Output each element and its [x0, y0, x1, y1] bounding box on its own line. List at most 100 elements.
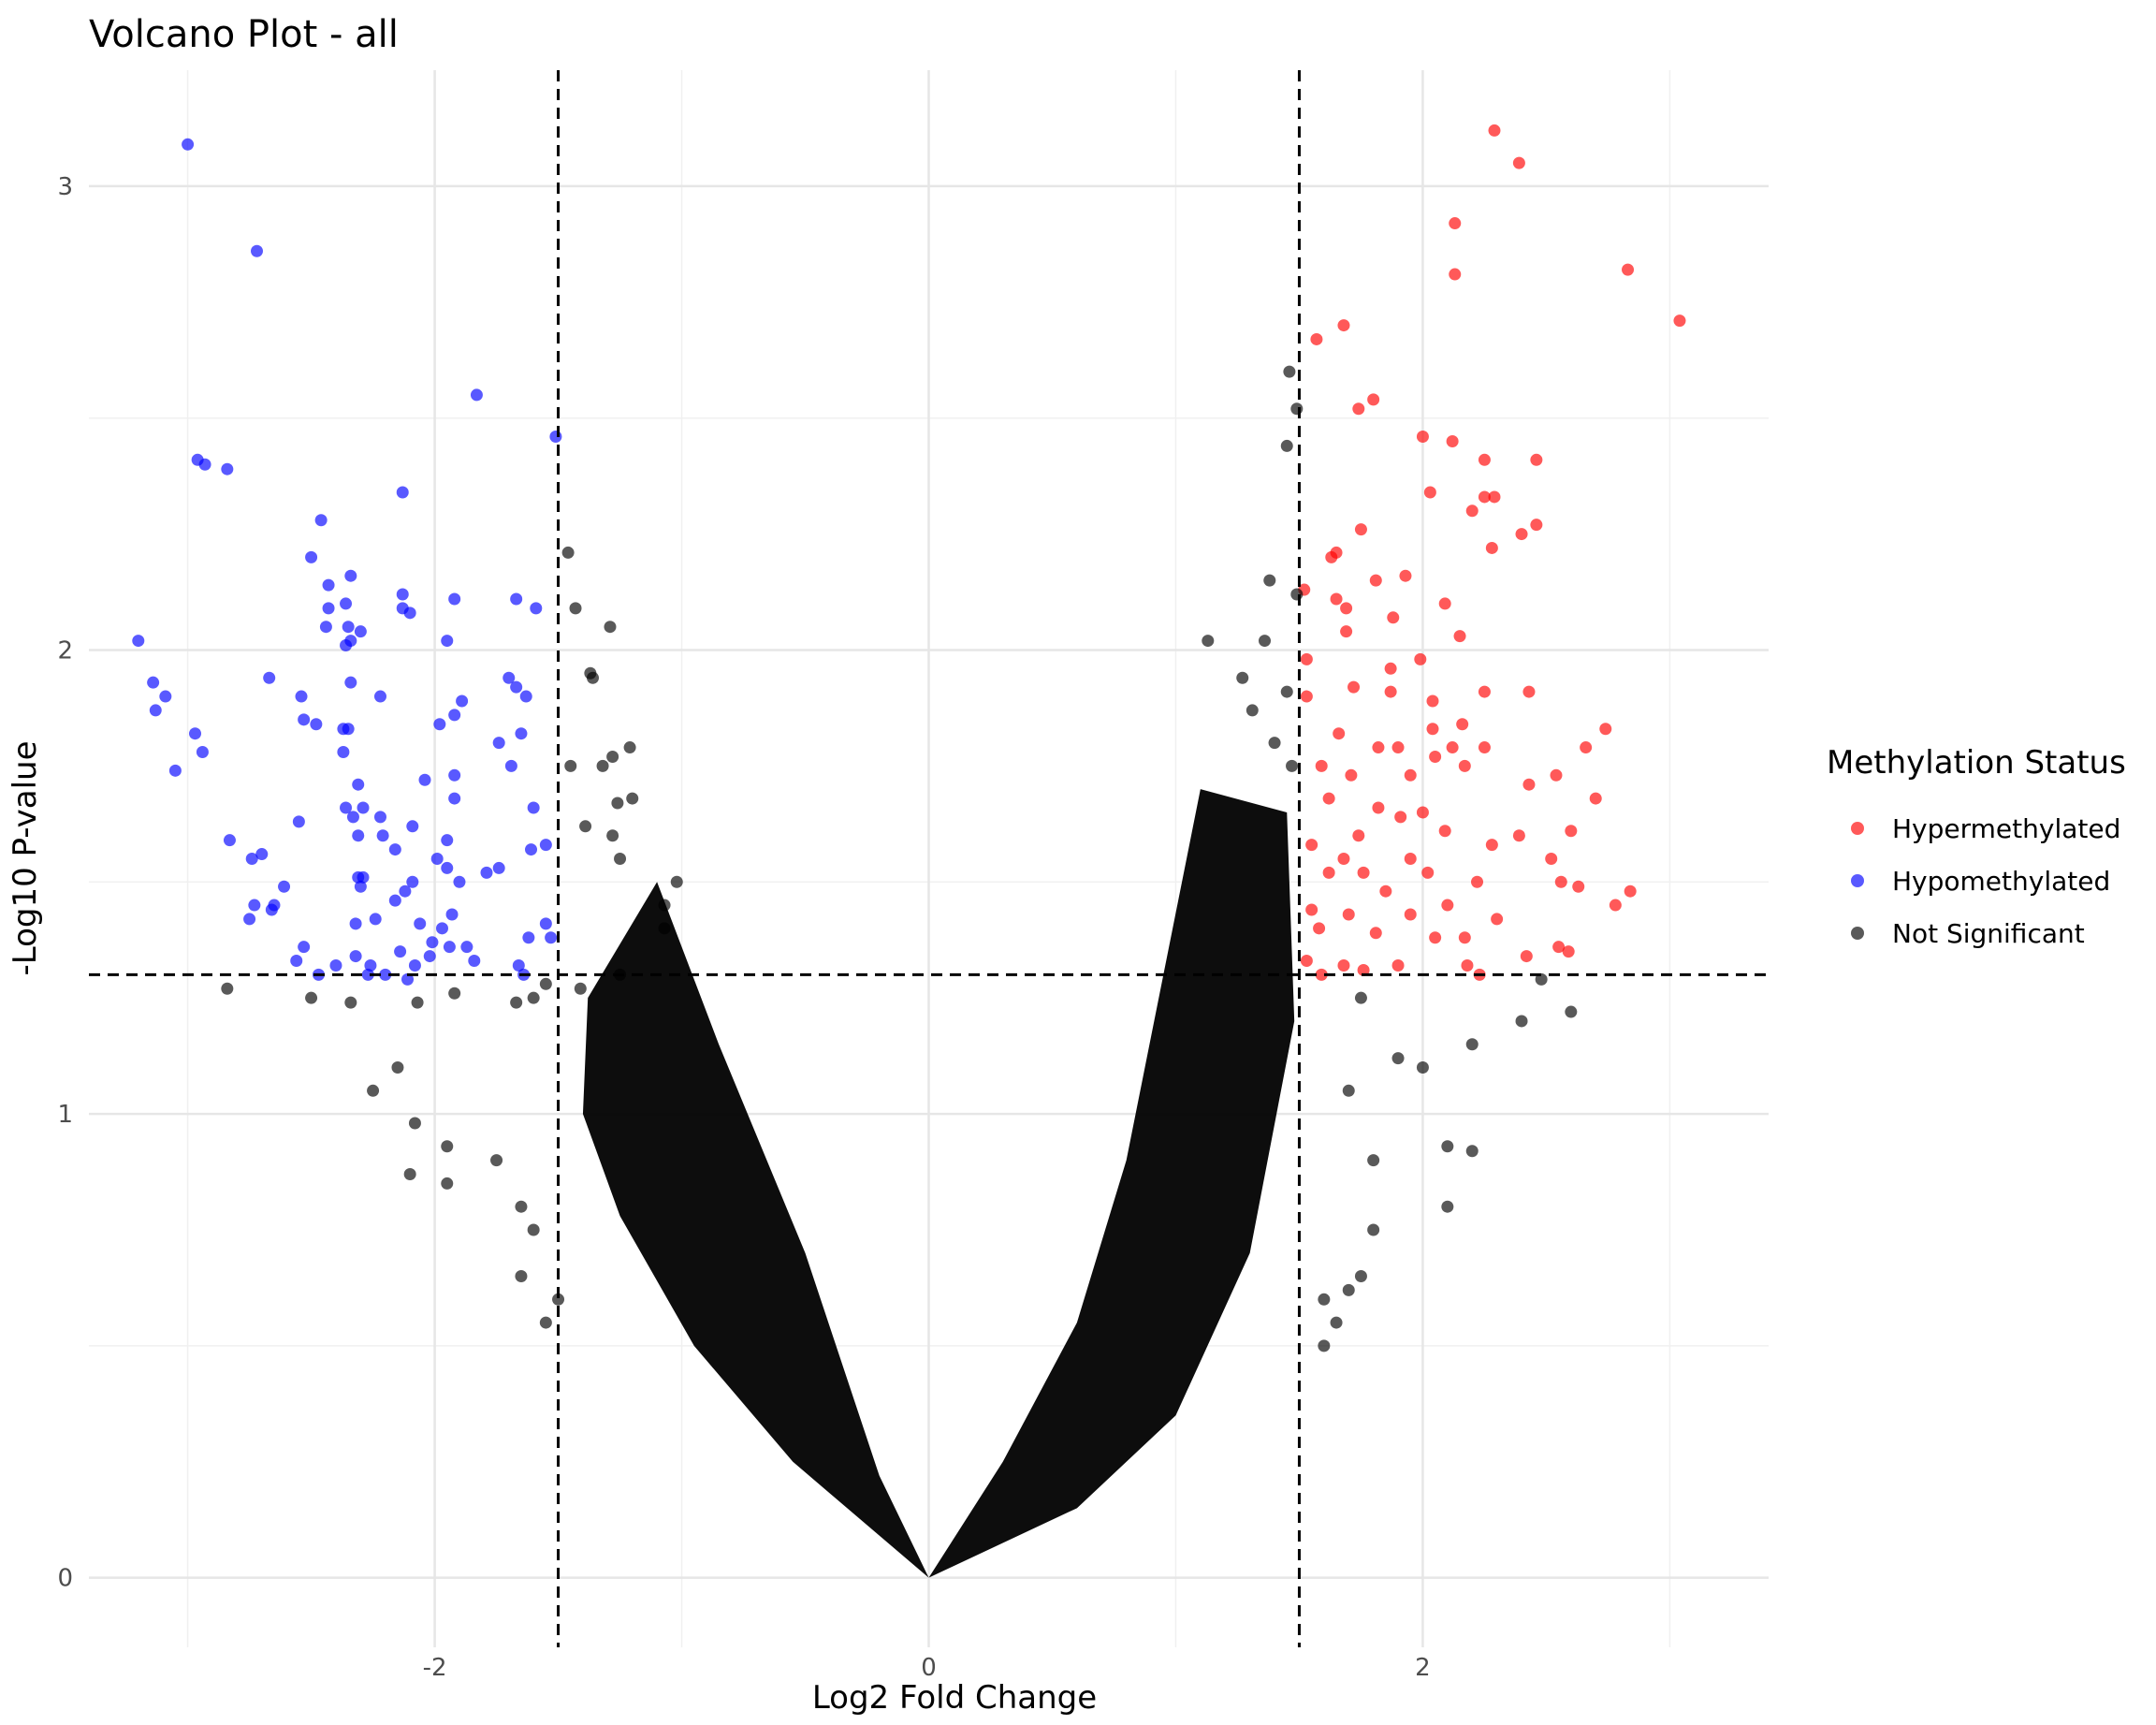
hypermethylated-point	[1471, 875, 1484, 888]
hypomethylated-point	[408, 958, 421, 972]
hypomethylated-point	[549, 431, 562, 444]
hypermethylated-point	[1485, 839, 1498, 852]
hypomethylated-point	[255, 848, 269, 861]
hypomethylated-point	[448, 592, 461, 606]
hypomethylated-point	[426, 936, 439, 949]
not-significant-point	[1280, 685, 1293, 698]
not-significant-point	[1280, 439, 1293, 452]
hypermethylated-point	[1399, 569, 1412, 582]
not-significant-point	[658, 899, 671, 912]
not-significant-point	[515, 1200, 528, 1213]
not-significant-point	[441, 1140, 454, 1153]
grid	[89, 70, 1769, 1647]
hypomethylated-point	[423, 950, 436, 963]
hypomethylated-point	[221, 462, 234, 475]
hypermethylated-point	[1572, 880, 1585, 893]
hypermethylated-point	[1478, 685, 1491, 698]
hypomethylated-point	[394, 945, 407, 958]
not-significant-point	[1318, 1293, 1331, 1306]
not-significant-point	[569, 602, 582, 615]
hypomethylated-point	[322, 578, 335, 592]
hypomethylated-point	[418, 773, 431, 786]
not-significant-point	[367, 1084, 380, 1097]
hypermethylated-point	[1429, 931, 1442, 944]
hypomethylated-point	[545, 931, 558, 944]
hypermethylated-point	[1348, 680, 1361, 694]
hypomethylated-point	[441, 635, 454, 648]
hypomethylated-point	[354, 625, 367, 638]
hypomethylated-point	[396, 486, 409, 499]
hypermethylated-point	[1340, 602, 1353, 615]
not-significant-point	[510, 996, 523, 1009]
hypermethylated-point	[1369, 574, 1382, 587]
not-significant-point	[527, 1223, 540, 1236]
hypomethylated-point	[329, 958, 342, 972]
hypermethylated-point	[1429, 750, 1442, 763]
x-axis-title: Log2 Fold Change	[812, 1679, 1097, 1717]
hypermethylated-point	[1426, 694, 1439, 708]
hypermethylated-point	[1478, 490, 1491, 504]
hypomethylated-point	[344, 635, 357, 648]
not-significant-point	[604, 621, 617, 634]
hypermethylated-point	[1530, 453, 1543, 466]
hypomethylated-point	[373, 811, 386, 824]
not-significant-point	[1342, 1084, 1355, 1097]
not-significant-point	[391, 1061, 404, 1074]
hypermethylated-point	[1310, 332, 1323, 345]
not-significant-point	[515, 1270, 528, 1283]
y-axis-title: -Log10 P-value	[7, 740, 44, 975]
hypermethylated-point	[1589, 792, 1602, 805]
hypermethylated-point	[1384, 662, 1397, 675]
hypomethylated-point	[196, 746, 209, 759]
not-significant-point	[1342, 1283, 1355, 1296]
hypermethylated-point	[1562, 945, 1575, 958]
hypomethylated-point	[530, 602, 543, 615]
hypermethylated-point	[1446, 741, 1459, 754]
hypomethylated-point	[522, 931, 535, 944]
not-significant-point	[344, 996, 357, 1009]
hypomethylated-point	[292, 815, 305, 828]
not-significant-point	[611, 797, 624, 810]
hypomethylated-point	[512, 958, 525, 972]
hypomethylated-point	[344, 569, 357, 582]
hypomethylated-point	[430, 853, 444, 865]
hypomethylated-point	[168, 764, 182, 777]
hypomethylated-point	[388, 894, 401, 907]
hypermethylated-point	[1414, 652, 1427, 665]
hypermethylated-point	[1337, 958, 1350, 972]
hypomethylated-point	[245, 853, 258, 865]
not-significant-point	[1236, 671, 1249, 684]
hypomethylated-point	[354, 880, 367, 893]
not-significant-point	[606, 750, 619, 763]
not-significant-point	[623, 741, 636, 754]
hypermethylated-point	[1387, 611, 1400, 624]
left-density-cone	[582, 882, 929, 1578]
hypermethylated-point	[1550, 768, 1563, 782]
hypomethylated-point	[310, 718, 323, 731]
hypomethylated-point	[132, 635, 145, 648]
legend-key-not-significant	[1851, 927, 1864, 940]
hypomethylated-point	[539, 917, 552, 930]
hypomethylated-point	[403, 607, 416, 620]
hypomethylated-point	[268, 899, 281, 912]
hypomethylated-point	[263, 671, 276, 684]
hypermethylated-point	[1520, 950, 1533, 963]
hypermethylated-point	[1530, 519, 1543, 532]
hypermethylated-point	[1673, 314, 1686, 328]
not-significant-point	[1290, 402, 1304, 416]
hypermethylated-point	[1441, 899, 1454, 912]
not-significant-point	[539, 1316, 552, 1329]
legend: Methylation Status Hypermethylated Hypome…	[1827, 744, 2126, 949]
hypermethylated-point	[1369, 927, 1382, 940]
hypomethylated-point	[441, 861, 454, 874]
hypomethylated-point	[361, 968, 374, 981]
hypermethylated-point	[1342, 908, 1355, 921]
hypomethylated-point	[433, 718, 446, 731]
hypomethylated-point	[189, 727, 202, 740]
not-significant-point	[1246, 704, 1259, 717]
not-significant-point	[1441, 1140, 1454, 1153]
hypermethylated-point	[1485, 541, 1498, 554]
data-points	[132, 124, 1686, 1352]
hypermethylated-point	[1337, 853, 1350, 865]
